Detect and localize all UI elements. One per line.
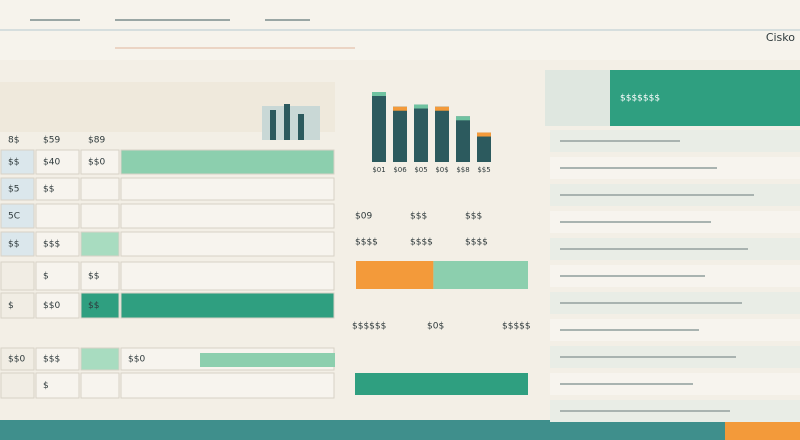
- bar-label: $$5: [477, 166, 490, 174]
- cell-text: $$: [43, 185, 54, 195]
- bar: [435, 106, 449, 162]
- table-cell: [0, 231, 35, 257]
- cell-text: $$: [88, 272, 99, 282]
- side-header-notch: [545, 70, 610, 126]
- detail-label: $$$$$$: [352, 322, 386, 332]
- table-cell: [120, 149, 335, 175]
- table-cell: [120, 261, 335, 291]
- stat-label: $09: [355, 212, 372, 222]
- column-header: $89: [88, 136, 105, 146]
- table-cell: [80, 203, 120, 229]
- row-bar: [200, 353, 335, 367]
- bar: [393, 106, 407, 162]
- bar-label: $$8: [456, 166, 469, 174]
- stat-value: $$$$: [465, 238, 488, 248]
- table-cell: [80, 292, 120, 319]
- cell-text: $$$: [43, 355, 60, 365]
- side-title: $$$$$$$: [620, 94, 660, 104]
- table-cell: [120, 292, 335, 319]
- bar-cap: [372, 92, 386, 96]
- bar-label: $01: [372, 166, 385, 174]
- table-cell: [35, 292, 80, 319]
- action-button[interactable]: [355, 373, 528, 395]
- bar-cap: [414, 104, 428, 109]
- table-cell: [80, 372, 120, 399]
- detail-label: $0$: [427, 322, 444, 332]
- bar-cap: [393, 106, 407, 111]
- table-cell: [0, 292, 35, 319]
- bar-cap: [456, 116, 470, 121]
- bar: [372, 92, 386, 162]
- progress-segment: [433, 261, 528, 289]
- table-cell: [0, 203, 35, 229]
- cell-text: $$: [88, 301, 99, 311]
- table-cell: [80, 149, 120, 175]
- bar: [414, 104, 428, 162]
- cell-text: $: [43, 272, 49, 282]
- table-cell: [35, 203, 80, 229]
- stat-value: $$$$: [355, 238, 378, 248]
- brand: Cisko: [766, 31, 795, 44]
- cell-text: $: [43, 381, 49, 391]
- table-cell: [120, 231, 335, 257]
- cell-text: $$0: [128, 355, 145, 365]
- footer-bar: [0, 420, 800, 440]
- cell-text: $5: [8, 185, 19, 195]
- table-cell: [80, 231, 120, 257]
- cell-text: $$0: [43, 301, 60, 311]
- bar-cap: [435, 106, 449, 111]
- table-cell: [0, 149, 35, 175]
- stat-value: $$$$: [410, 238, 433, 248]
- table-cell: [0, 177, 35, 201]
- cell-text: $$0: [88, 158, 105, 168]
- table-cell: [80, 261, 120, 291]
- mini-graphic: [270, 110, 276, 140]
- bar-label: $0$: [435, 166, 448, 174]
- table-cell: [120, 203, 335, 229]
- cell-text: $$: [8, 158, 19, 168]
- bar-label: $06: [393, 166, 407, 174]
- table-cell: [35, 231, 80, 257]
- table-cell: [35, 149, 80, 175]
- bar: [456, 116, 470, 162]
- cell-text: $40: [43, 158, 60, 168]
- table-cell: [35, 261, 80, 291]
- table-cell: [80, 177, 120, 201]
- bar: [477, 132, 491, 162]
- table-cell: [35, 347, 80, 371]
- cell-text: $$$: [43, 240, 60, 250]
- mini-graphic: [284, 104, 290, 140]
- progress-segment: [356, 261, 434, 289]
- stat-label: $$$: [410, 212, 427, 222]
- detail-label: $$$$$: [502, 322, 531, 332]
- table-cell: [120, 177, 335, 201]
- bar-label: $05: [414, 166, 427, 174]
- cell-text: $: [8, 301, 14, 311]
- table-cell: [120, 372, 335, 399]
- column-header: $59: [43, 136, 60, 146]
- bar-cap: [477, 132, 491, 137]
- table-cell: [0, 261, 35, 291]
- table-cell: [0, 372, 35, 399]
- footer-accent: [725, 420, 800, 440]
- cell-text: $$0: [8, 355, 25, 365]
- cell-text: 5C: [8, 212, 20, 222]
- cell-text: $$: [8, 240, 19, 250]
- table-cell: [0, 347, 35, 371]
- table-cell: [35, 177, 80, 201]
- mini-graphic: [298, 114, 304, 140]
- table-cell: [80, 347, 120, 371]
- stat-label: $$$: [465, 212, 482, 222]
- column-header: 8$: [8, 136, 19, 146]
- table-cell: [35, 372, 80, 399]
